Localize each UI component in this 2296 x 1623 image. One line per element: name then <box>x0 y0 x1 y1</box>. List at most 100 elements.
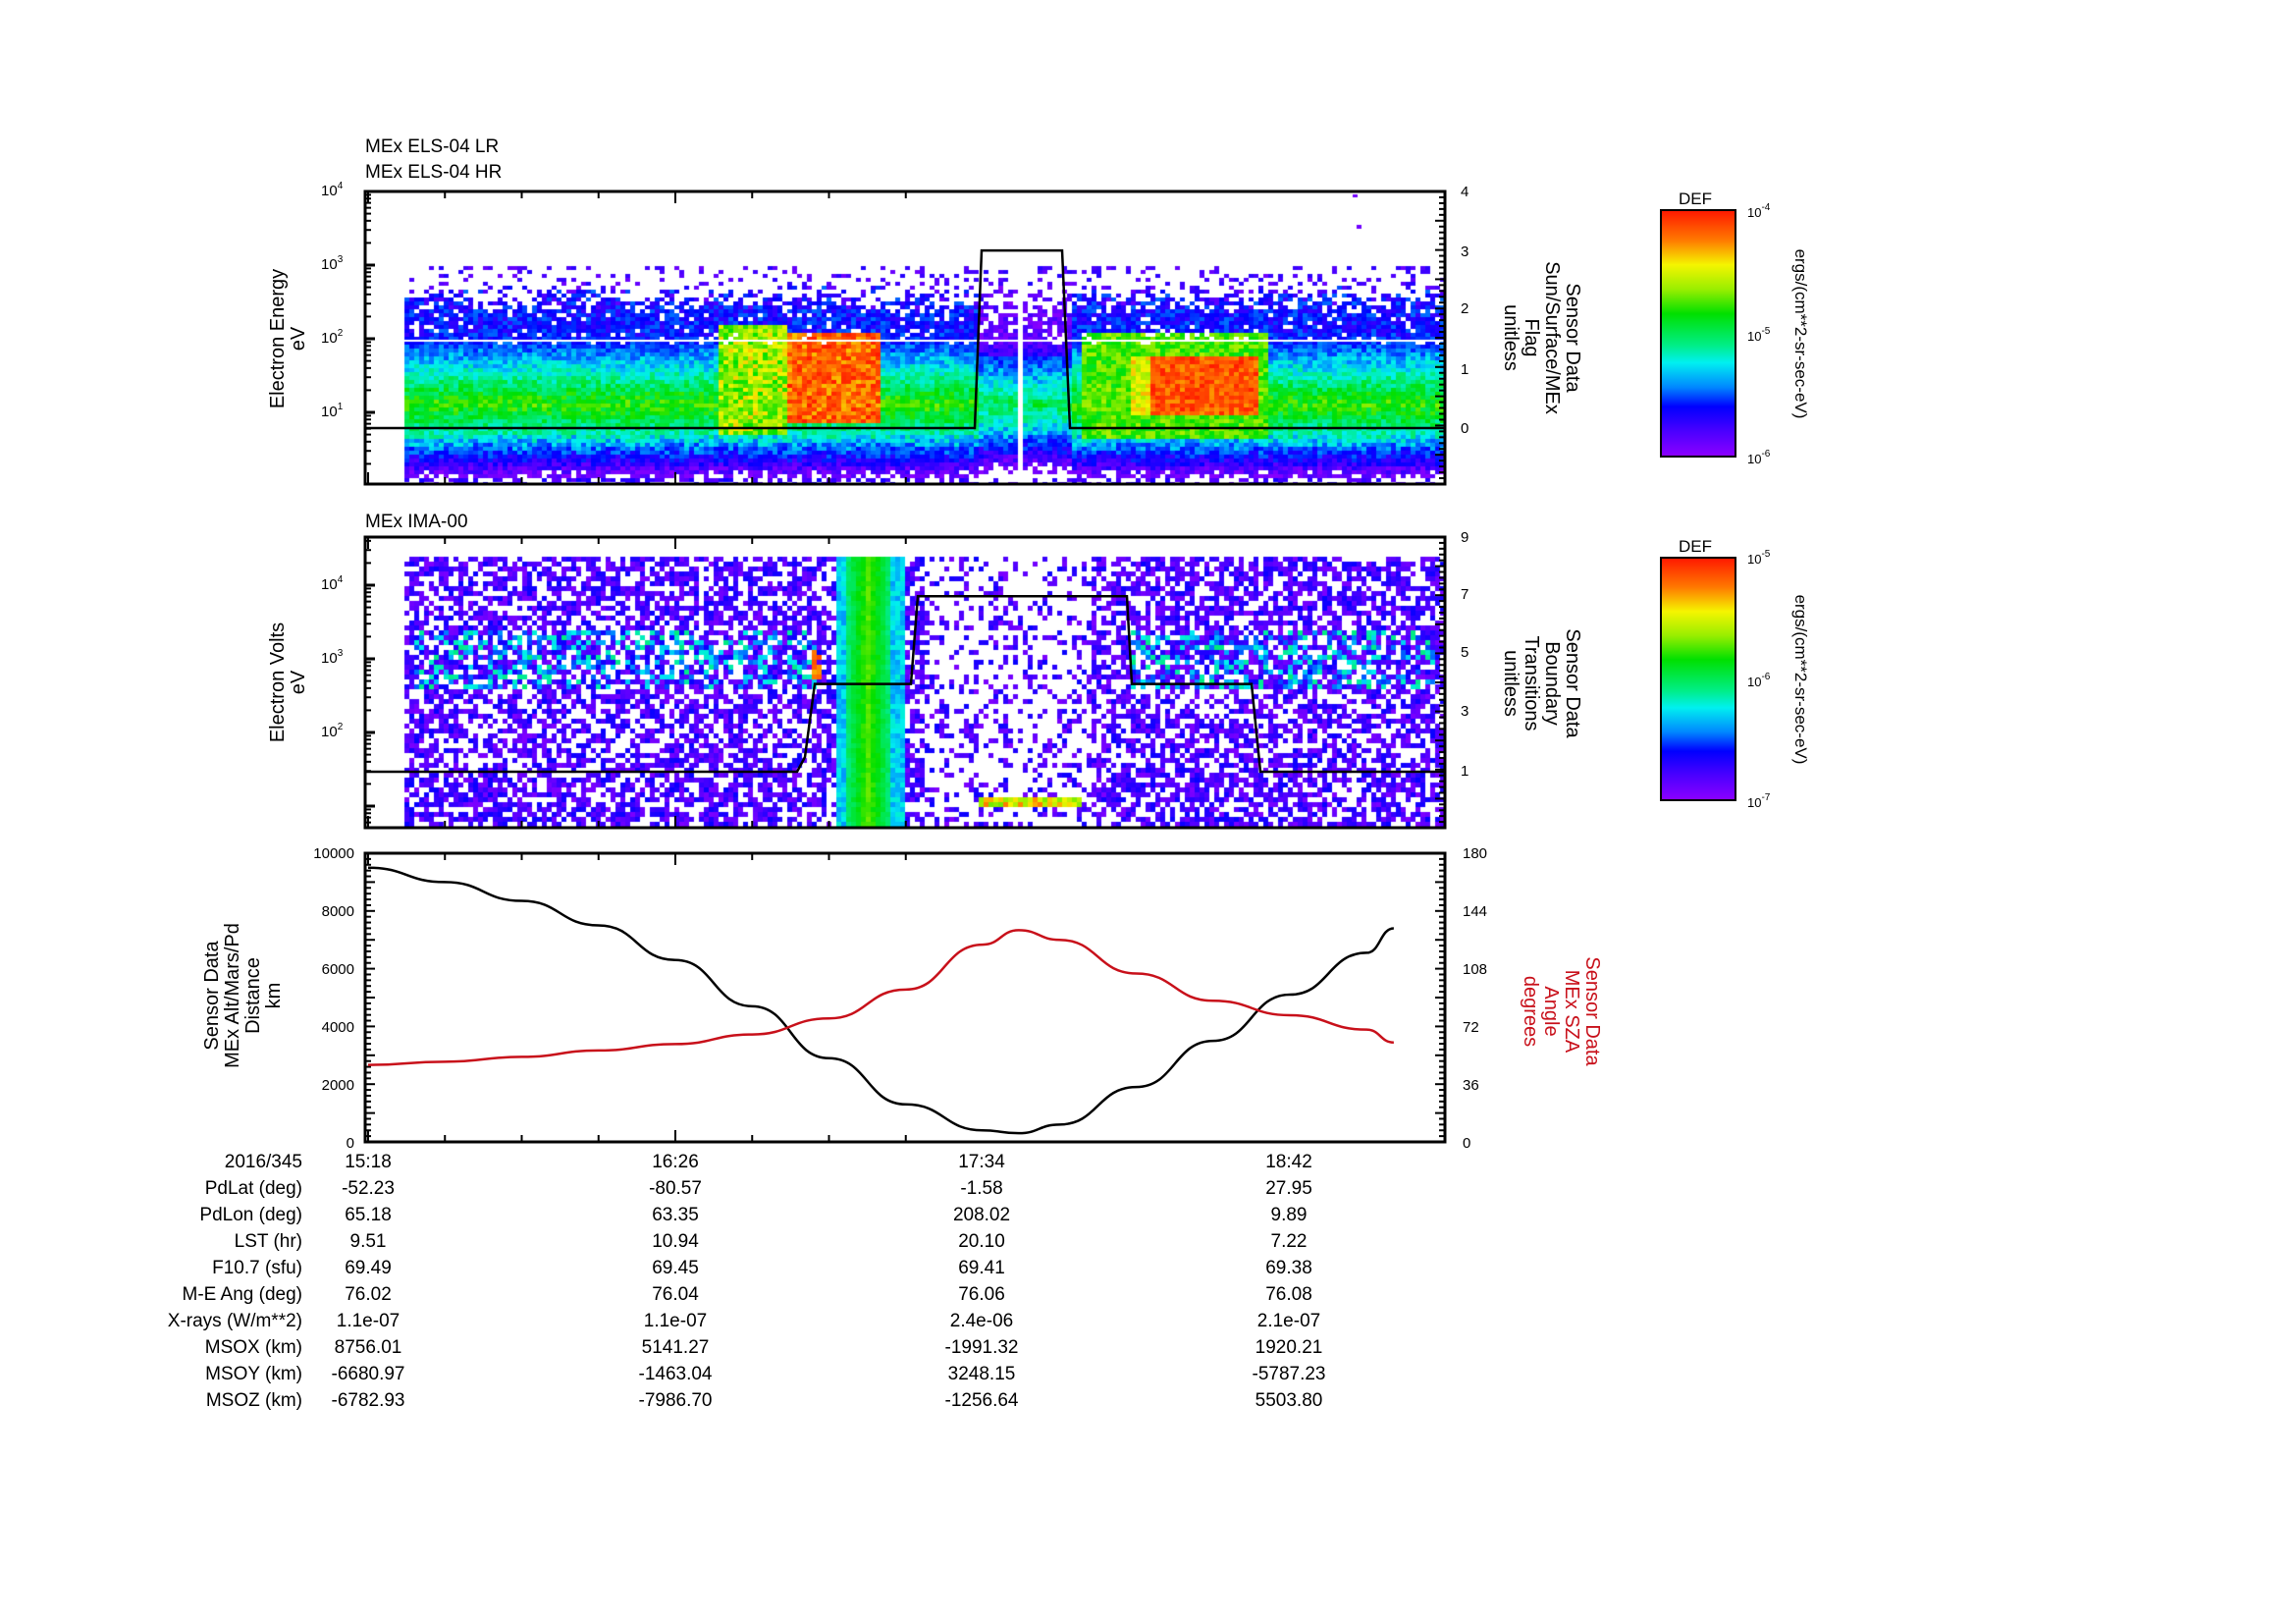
els-colorbar-mid: 10-5 <box>1747 326 1771 344</box>
ephemeris-row-label: M-E Ang (deg) <box>182 1284 303 1305</box>
els-ytick-1e4: 104 <box>321 181 344 199</box>
ima-spectrogram <box>365 537 1445 828</box>
ima-title: MEx IMA-00 <box>365 512 468 532</box>
els-y2tick: 0 <box>1461 420 1469 437</box>
ephemeris-cell: 69.41 <box>958 1258 1005 1278</box>
ephemeris-cell: -80.57 <box>649 1178 702 1199</box>
els-colorbar-max: 10-4 <box>1747 202 1771 220</box>
ima-frame <box>363 535 1447 830</box>
ephemeris-cell: 65.18 <box>345 1205 392 1225</box>
ephemeris-cell: 5141.27 <box>641 1337 710 1358</box>
time-tick-label: 15:18 <box>345 1152 392 1172</box>
ephemeris-row-label: X-rays (W/m**2) <box>167 1311 302 1331</box>
ephemeris-row-label: PdLon (deg) <box>199 1205 302 1225</box>
ima-colorbar <box>1660 557 1736 801</box>
els-spectrogram <box>365 191 1445 484</box>
flag-line <box>365 248 1445 430</box>
els-colorbar-min: 10-6 <box>1747 449 1771 466</box>
ephemeris-cell: 69.49 <box>345 1258 392 1278</box>
ephemeris-row-label: PdLat (deg) <box>204 1178 302 1199</box>
els-ytick-1e2: 102 <box>321 328 344 347</box>
ephemeris-cell: 63.35 <box>652 1205 699 1225</box>
els-ytick-1e3: 103 <box>321 254 344 273</box>
ephemeris-cell: 2.1e-07 <box>1256 1311 1321 1331</box>
ima-ytick-1e2: 102 <box>321 722 344 740</box>
ephemeris-cell: 3248.15 <box>947 1364 1016 1384</box>
ephemeris-cell: 2.4e-06 <box>949 1311 1014 1331</box>
ephemeris-cell: 8756.01 <box>334 1337 402 1358</box>
els-y2tick: 4 <box>1461 184 1469 200</box>
ephemeris-cell: -6680.97 <box>331 1364 405 1384</box>
orbit-ytick: 10000 <box>313 845 354 862</box>
ima-ytick-1e3: 103 <box>321 648 344 667</box>
ima-ytick-1e4: 104 <box>321 574 344 593</box>
time-tick-label: 18:42 <box>1265 1152 1312 1172</box>
els-title-hr: MEx ELS-04 HR <box>365 162 503 183</box>
ephemeris-cell: 76.06 <box>958 1284 1005 1305</box>
ephemeris-row-label: MSOZ (km) <box>205 1390 302 1411</box>
orbit-ytick: 6000 <box>321 961 354 978</box>
ephemeris-cell: -5787.23 <box>1252 1364 1326 1384</box>
orbit-frame <box>363 851 1447 1144</box>
ephemeris-cell: 1.1e-07 <box>643 1311 708 1331</box>
ima-y2tick: 5 <box>1461 644 1469 661</box>
ephemeris-cell: -52.23 <box>342 1178 395 1199</box>
orbit-ytick: 8000 <box>321 903 354 920</box>
ephemeris-cell: -1463.04 <box>638 1364 713 1384</box>
ephemeris-cell: 69.38 <box>1265 1258 1312 1278</box>
ephemeris-row-label: LST (hr) <box>234 1231 302 1252</box>
els-y2tick: 2 <box>1461 300 1469 317</box>
ephemeris-cell: 10.94 <box>652 1231 699 1252</box>
orbit-y2tick: 0 <box>1463 1135 1471 1152</box>
orbit-ytick: 0 <box>346 1135 354 1152</box>
ima-colorbar-mid: 10-6 <box>1747 672 1771 689</box>
ephemeris-cell: -1991.32 <box>944 1337 1019 1358</box>
ephemeris-row-label: MSOY (km) <box>205 1364 302 1384</box>
els-colorbar-title: DEF <box>1679 189 1712 208</box>
sza-line <box>367 929 1394 1066</box>
ephemeris-row-label: F10.7 (sfu) <box>212 1258 302 1278</box>
orbit-y2tick: 72 <box>1463 1019 1479 1036</box>
orbit-y2tick: 36 <box>1463 1077 1479 1094</box>
orbit-y2tick: 108 <box>1463 961 1488 978</box>
els-ytick-1e1: 101 <box>321 402 344 420</box>
altitude-line <box>367 866 1395 1135</box>
els-y2tick: 3 <box>1461 243 1469 260</box>
orbit-ytick: 4000 <box>321 1019 354 1036</box>
ephemeris-cell: 9.51 <box>349 1231 387 1252</box>
ephemeris-cell: 7.22 <box>1270 1231 1308 1252</box>
els-y2tick: 1 <box>1461 361 1469 378</box>
ephemeris-cell: 9.89 <box>1270 1205 1308 1225</box>
ephemeris-row-label: MSOX (km) <box>204 1337 302 1358</box>
els-title-lr: MEx ELS-04 LR <box>365 136 500 157</box>
ima-y2tick: 3 <box>1461 703 1469 720</box>
orbit-y2tick: 144 <box>1463 903 1488 920</box>
ephemeris-cell: 1.1e-07 <box>336 1311 400 1331</box>
ephemeris-cell: 69.45 <box>652 1258 699 1278</box>
ephemeris-cell: 5503.80 <box>1255 1390 1323 1411</box>
ima-y2tick: 9 <box>1461 529 1469 546</box>
ephemeris-cell: -1.58 <box>960 1178 1003 1199</box>
ima-colorbar-title: DEF <box>1679 537 1712 556</box>
els-frame <box>363 189 1447 486</box>
ephemeris-cell: -6782.93 <box>331 1390 405 1411</box>
ephemeris-cell: 76.08 <box>1265 1284 1312 1305</box>
ephemeris-cell: 20.10 <box>958 1231 1005 1252</box>
time-tick-label: 16:26 <box>652 1152 699 1172</box>
ima-y2tick: 7 <box>1461 586 1469 603</box>
orbit-ytick: 2000 <box>321 1077 354 1094</box>
ima-colorbar-min: 10-7 <box>1747 792 1771 810</box>
ephemeris-cell: 1920.21 <box>1255 1337 1323 1358</box>
time-tick-label: 17:34 <box>958 1152 1005 1172</box>
ima-y2tick: 1 <box>1461 763 1469 780</box>
ephemeris-cell: -1256.64 <box>944 1390 1019 1411</box>
date-label: 2016/345 <box>224 1152 302 1172</box>
ephemeris-cell: 76.02 <box>345 1284 392 1305</box>
boundary-line <box>365 594 1445 774</box>
ephemeris-cell: 76.04 <box>652 1284 699 1305</box>
orbit-y2tick: 180 <box>1463 845 1488 862</box>
ephemeris-cell: -7986.70 <box>638 1390 713 1411</box>
ephemeris-cell: 208.02 <box>952 1205 1011 1225</box>
